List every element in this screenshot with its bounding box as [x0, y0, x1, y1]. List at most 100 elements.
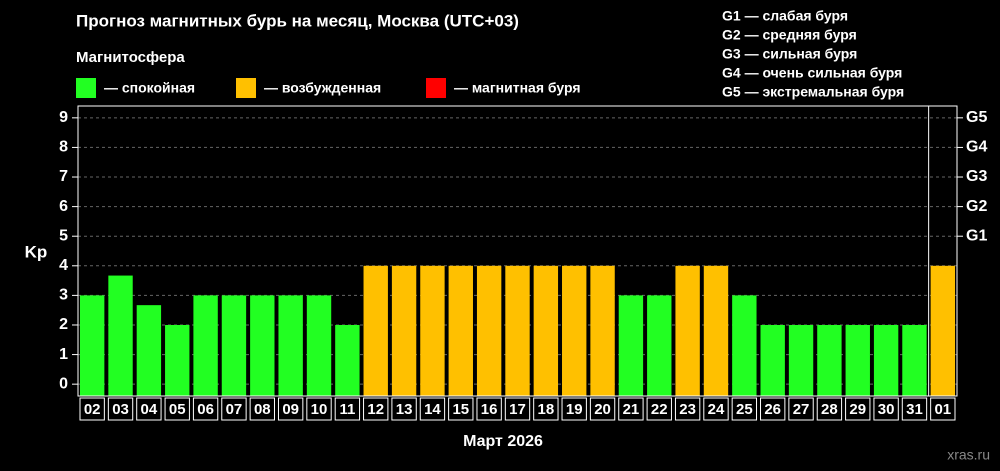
x-tick-label: 08: [254, 401, 271, 418]
legend-label: — спокойная: [104, 80, 195, 96]
x-tick-box: [448, 397, 474, 421]
bar: [760, 324, 785, 396]
bar: [306, 295, 332, 396]
x-tick-label: 19: [566, 401, 583, 418]
y-tick-label: 8: [59, 139, 68, 156]
x-tick-label: 04: [141, 401, 158, 418]
x-tick-box: [192, 397, 219, 421]
y-tick-label: 4: [59, 257, 68, 274]
bar: [448, 265, 473, 396]
y-tick-label: 2: [59, 316, 68, 333]
x-tick-box: [363, 397, 389, 421]
y-tick-label: 6: [59, 198, 68, 215]
bar: [136, 305, 162, 396]
x-tick-label: 18: [538, 401, 555, 418]
x-tick-box: [618, 397, 644, 421]
y-axis-label: Kp: [25, 242, 48, 261]
x-tick-label: 01: [934, 401, 951, 418]
y-tick-label: 3: [59, 287, 68, 304]
legend-swatch: [76, 78, 96, 98]
y2-tick-label: G3: [966, 168, 987, 185]
bar: [250, 295, 275, 396]
x-tick-label: 07: [226, 401, 243, 418]
storm-scale-item: G2 — средняя буря: [722, 27, 857, 43]
bar: [193, 295, 218, 396]
bar: [79, 295, 105, 396]
bar: [562, 265, 587, 396]
x-tick-box: [504, 397, 531, 421]
chart-title: Прогноз магнитных бурь на месяц, Москва …: [76, 11, 519, 30]
x-tick-label: 10: [311, 401, 328, 418]
x-tick-label: 22: [651, 401, 668, 418]
bar: [788, 324, 814, 396]
x-tick-box: [760, 397, 786, 421]
storm-scale-item: G4 — очень сильная буря: [722, 65, 902, 81]
bar: [165, 324, 190, 396]
bar: [221, 295, 247, 396]
bar: [590, 265, 615, 396]
bar: [873, 324, 899, 396]
x-tick-label: 30: [878, 401, 895, 418]
legend-label: — магнитная буря: [454, 80, 581, 96]
bar: [647, 295, 672, 396]
x-tick-box: [703, 397, 729, 421]
bar: [902, 324, 927, 396]
x-tick-box: [731, 397, 758, 421]
x-tick-label: 23: [679, 401, 696, 418]
x-tick-label: 16: [481, 401, 498, 418]
x-tick-label: 17: [509, 401, 526, 418]
x-tick-label: 15: [452, 401, 469, 418]
x-tick-box: [901, 397, 928, 421]
x-tick-label: 28: [821, 401, 838, 418]
x-tick-label: 20: [594, 401, 611, 418]
x-tick-box: [79, 397, 105, 421]
x-tick-label: 05: [169, 401, 186, 418]
bar: [845, 324, 870, 396]
bar: [618, 295, 644, 396]
bar: [420, 265, 445, 396]
y2-tick-label: G1: [966, 227, 987, 244]
x-tick-box: [816, 397, 843, 421]
y-tick-label: 1: [59, 346, 68, 363]
x-tick-label: 11: [339, 401, 355, 418]
x-tick-box: [277, 397, 304, 421]
x-tick-box: [646, 397, 672, 421]
x-axis-label: Март 2026: [463, 433, 543, 450]
x-tick-box: [873, 397, 899, 421]
bar: [930, 265, 956, 396]
y-tick-label: 0: [59, 375, 68, 392]
bar: [675, 265, 700, 396]
y-tick-label: 7: [59, 168, 68, 185]
storm-scale-item: G1 — слабая буря: [722, 8, 848, 24]
watermark: xras.ru: [947, 447, 990, 463]
x-tick-box: [164, 397, 190, 421]
bar: [335, 324, 360, 396]
x-tick-label: 06: [197, 401, 214, 418]
y-tick-label: 9: [59, 109, 68, 126]
x-tick-label: 14: [424, 401, 441, 418]
x-tick-box: [930, 397, 956, 421]
x-tick-box: [674, 397, 701, 421]
x-tick-box: [249, 397, 275, 421]
bar: [505, 265, 530, 396]
x-tick-box: [476, 397, 502, 421]
legend-swatch: [236, 78, 256, 98]
x-tick-label: 02: [84, 401, 101, 418]
y-tick-label: 5: [59, 227, 68, 244]
x-tick-box: [391, 397, 417, 421]
x-tick-box: [221, 397, 247, 421]
x-tick-box: [788, 397, 814, 421]
x-tick-box: [589, 397, 616, 421]
legend-label: — возбужденная: [264, 80, 381, 96]
y2-tick-label: G5: [966, 109, 987, 126]
legend-title: Магнитосфера: [76, 49, 185, 66]
bar: [476, 265, 502, 396]
bar: [703, 265, 729, 396]
x-tick-label: 24: [708, 401, 725, 418]
bar: [817, 324, 842, 396]
y2-tick-label: G2: [966, 198, 987, 215]
x-tick-label: 12: [367, 401, 384, 418]
x-tick-box: [419, 397, 446, 421]
